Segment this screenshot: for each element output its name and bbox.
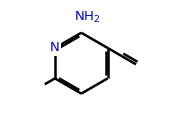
Text: N: N	[50, 41, 60, 55]
Text: NH$_2$: NH$_2$	[74, 9, 100, 25]
